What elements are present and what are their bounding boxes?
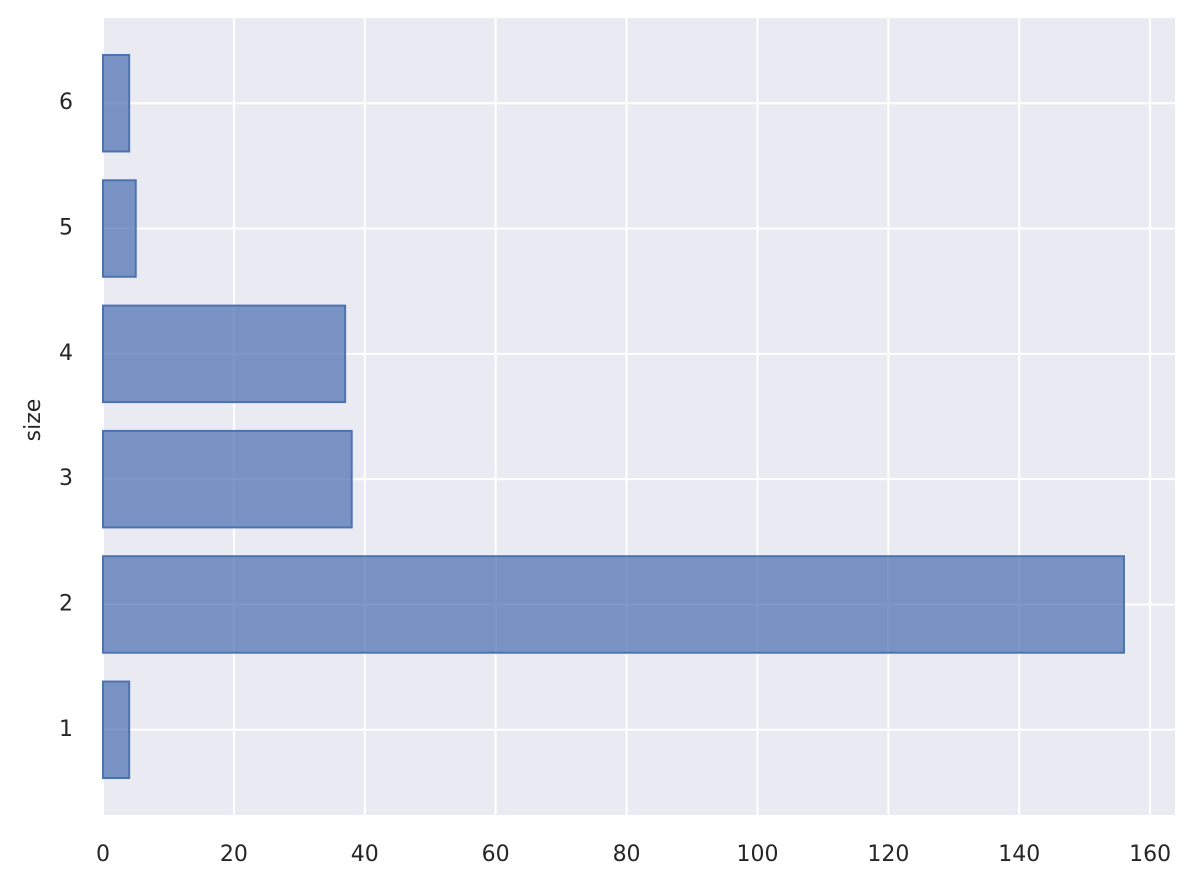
- y-tick-label: 4: [59, 341, 73, 366]
- y-tick-label: 3: [59, 466, 73, 491]
- y-tick-label: 2: [59, 591, 73, 616]
- plot-area: [103, 18, 1175, 815]
- bar: [102, 179, 137, 278]
- x-tick-label: 140: [998, 842, 1040, 867]
- x-tick-label: 20: [220, 842, 248, 867]
- x-tick-label: 160: [1129, 842, 1171, 867]
- x-tick-label: 100: [736, 842, 778, 867]
- y-tick-label: 5: [59, 216, 73, 241]
- x-tick-label: 80: [613, 842, 641, 867]
- y-axis-label: size: [21, 399, 46, 442]
- bar: [102, 680, 131, 780]
- y-tick-label: 6: [59, 90, 73, 115]
- bar: [102, 53, 131, 153]
- marks: [102, 53, 1125, 780]
- bar: [102, 429, 353, 529]
- x-tick-label: 120: [867, 842, 909, 867]
- bar: [102, 555, 1125, 654]
- x-tick-label: 0: [96, 842, 110, 867]
- x-tick-label: 40: [351, 842, 379, 867]
- y-tick-label: 1: [59, 717, 73, 742]
- x-tick-label: 60: [482, 842, 510, 867]
- bar: [102, 304, 347, 404]
